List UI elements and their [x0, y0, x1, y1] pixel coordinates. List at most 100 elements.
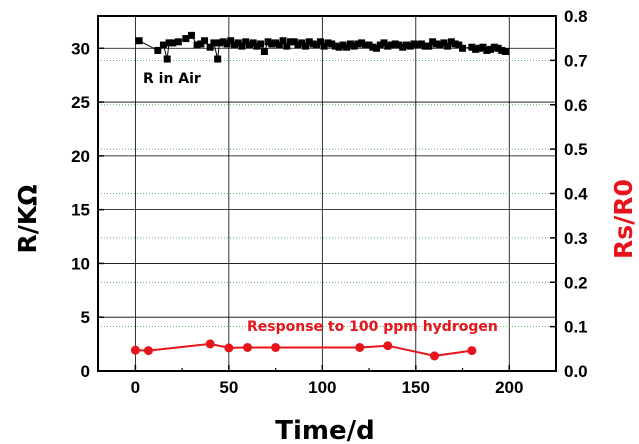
data-point-r-in-air — [432, 40, 440, 48]
data-point-r-in-air — [399, 43, 407, 51]
data-point-r-in-air — [206, 43, 214, 51]
y2-tick-label: 0.0 — [564, 362, 588, 381]
data-point-r-in-air — [361, 41, 369, 49]
data-point-r-in-air — [214, 55, 222, 63]
data-point-r-in-air — [391, 40, 399, 48]
data-point-r-in-air — [440, 39, 448, 47]
data-point-r-in-air — [384, 42, 392, 50]
data-point-r-in-air — [472, 45, 480, 53]
data-point-r-in-air — [227, 37, 235, 45]
data-point-r-in-air — [197, 40, 205, 48]
data-point-r-in-air — [490, 43, 498, 51]
data-point-r-in-air — [358, 39, 366, 47]
data-point-r-in-air — [294, 41, 302, 49]
y-tick-label: 20 — [71, 147, 90, 166]
series-r-in-air — [135, 31, 510, 63]
x-axis: 0 50 100 150 200 — [131, 365, 523, 397]
data-point-r-in-air — [302, 42, 310, 50]
data-point-r-in-air — [324, 39, 332, 47]
data-point-r-in-air — [182, 35, 190, 43]
data-point-r-in-air — [444, 42, 452, 50]
data-point-response — [383, 341, 393, 351]
data-point-r-in-air — [350, 42, 358, 50]
data-point-r-in-air — [459, 44, 467, 52]
x-tick-label: 50 — [219, 378, 238, 397]
data-point-r-in-air — [365, 41, 373, 49]
data-point-r-in-air — [187, 31, 195, 39]
y2-tick-label: 0.5 — [564, 140, 588, 159]
data-point-r-in-air — [402, 41, 410, 49]
data-point-response — [355, 342, 365, 352]
data-point-r-in-air — [223, 40, 231, 48]
data-point-r-in-air — [305, 38, 313, 46]
data-point-r-in-air — [498, 46, 506, 54]
data-point-r-in-air — [264, 38, 272, 46]
y-tick-label: 10 — [71, 254, 90, 273]
data-point-r-in-air — [298, 39, 306, 47]
data-point-r-in-air — [414, 41, 422, 49]
y-tick-label: 30 — [71, 39, 90, 58]
data-point-r-in-air — [451, 40, 459, 48]
data-point-r-in-air — [193, 41, 201, 49]
data-point-r-in-air — [483, 46, 491, 54]
data-point-r-in-air — [234, 39, 242, 47]
data-point-r-in-air — [159, 41, 167, 49]
data-point-r-in-air — [216, 39, 224, 47]
y-tick-label: 15 — [71, 201, 90, 220]
y2-tick-label: 0.1 — [564, 318, 588, 337]
data-point-response — [224, 343, 234, 353]
data-point-r-in-air — [410, 40, 418, 48]
y2-tick-label: 0.6 — [564, 96, 588, 115]
data-point-response — [467, 346, 477, 356]
data-point-r-in-air — [165, 39, 173, 47]
data-point-r-in-air — [436, 41, 444, 49]
data-point-r-in-air — [287, 38, 295, 46]
y2-tick-label: 0.3 — [564, 229, 588, 248]
y-tick-label: 25 — [71, 93, 90, 112]
annotation-r-in-air: R in Air — [143, 71, 201, 87]
data-point-r-in-air — [283, 42, 291, 50]
right-y-axis: 0.0 0.1 0.2 0.3 0.4 0.5 0.6 0.7 0.8 — [550, 7, 588, 381]
data-point-r-in-air — [447, 38, 455, 46]
left-y-axis-title: R/KΩ — [13, 184, 42, 253]
data-point-r-in-air — [260, 48, 268, 55]
y-tick-label: 0 — [81, 362, 90, 381]
data-point-r-in-air — [245, 41, 253, 49]
data-point-r-in-air — [320, 42, 328, 50]
x-tick-label: 150 — [402, 378, 430, 397]
data-point-r-in-air — [376, 41, 384, 49]
data-point-r-in-air — [309, 40, 317, 48]
data-point-r-in-air — [373, 44, 381, 52]
data-point-r-in-air — [479, 43, 487, 51]
data-point-r-in-air — [455, 41, 463, 49]
data-point-r-in-air — [369, 43, 377, 51]
data-point-r-in-air — [219, 38, 227, 46]
data-point-r-in-air — [339, 41, 347, 49]
y2-tick-label: 0.4 — [564, 185, 588, 204]
data-point-r-in-air — [335, 43, 343, 51]
data-point-r-in-air — [210, 39, 218, 47]
y-tick-label: 5 — [81, 308, 90, 327]
data-point-r-in-air — [290, 38, 298, 46]
data-point-r-in-air — [494, 44, 502, 52]
data-point-r-in-air — [328, 40, 336, 48]
data-point-r-in-air — [406, 42, 414, 50]
data-point-r-in-air — [169, 39, 177, 47]
data-point-response — [243, 342, 253, 352]
data-point-r-in-air — [275, 41, 283, 49]
data-point-r-in-air — [279, 37, 287, 45]
data-point-r-in-air — [230, 41, 238, 49]
data-point-r-in-air — [249, 39, 257, 47]
data-point-r-in-air — [238, 42, 246, 50]
data-point-r-in-air — [154, 46, 162, 54]
right-y-axis-title: Rs/R0 — [609, 179, 638, 259]
x-tick-label: 100 — [308, 378, 336, 397]
data-point-response — [271, 342, 281, 352]
data-point-r-in-air — [242, 38, 250, 46]
data-point-response — [205, 339, 215, 349]
data-point-response — [130, 345, 140, 355]
data-point-r-in-air — [425, 42, 433, 50]
data-point-r-in-air — [421, 42, 429, 50]
data-point-r-in-air — [417, 40, 425, 48]
